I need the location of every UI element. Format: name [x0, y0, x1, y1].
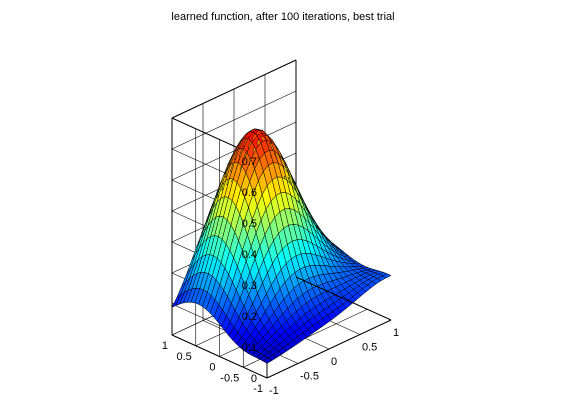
- axes-front-edges: [171, 276, 392, 379]
- surface-cell: [381, 273, 392, 279]
- axis-edge: [171, 334, 268, 379]
- y-tick-label: 0: [209, 362, 215, 374]
- x-tick-label: 0: [331, 356, 337, 368]
- z-tick-label: 0.2: [242, 311, 257, 323]
- y-tick-label: 1: [162, 340, 168, 352]
- x-axis-line: [266, 319, 392, 379]
- tick-labels: 0 0.1 0.2 0.3 0.4 0.5 0.6 0.7 -1 -0.5 0 0.5 1 -1 -0.5 0…: [162, 156, 399, 397]
- y-axis-line: [295, 276, 392, 321]
- chart-title: learned function, after 100 iterations, …: [171, 11, 394, 23]
- z-tick-label: 0.3: [242, 280, 257, 292]
- z-tick-label: 0: [251, 373, 257, 385]
- y-tick-label: -1: [253, 383, 263, 395]
- x-tick-label: -0.5: [300, 371, 319, 383]
- x-tick-label: 0.5: [362, 342, 377, 354]
- y-tick-label: 0.5: [176, 351, 191, 363]
- z-tick-label: 0.1: [242, 342, 257, 354]
- x-tick-label: -1: [269, 385, 279, 397]
- x-tick-label: 1: [393, 327, 399, 339]
- axis-edge: [171, 59, 297, 119]
- z-tick-label: 0.6: [242, 187, 257, 199]
- y-tick-label: -0.5: [220, 372, 239, 384]
- z-tick-label: 0.7: [242, 156, 257, 168]
- z-tick-label: 0.4: [242, 249, 257, 261]
- z-tick-label: 0.5: [242, 218, 257, 230]
- surface-mesh: [171, 128, 392, 364]
